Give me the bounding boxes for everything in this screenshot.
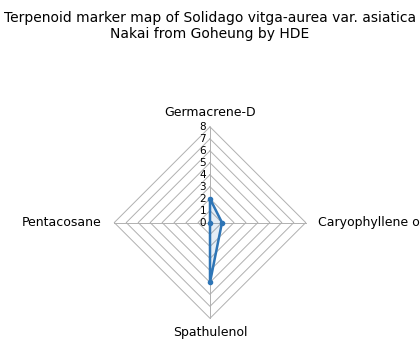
Text: 7: 7 (200, 134, 206, 144)
Text: 1: 1 (200, 206, 206, 216)
Text: 5: 5 (200, 158, 206, 168)
Text: Pentacosane: Pentacosane (22, 216, 102, 229)
Text: 3: 3 (200, 182, 206, 192)
Text: 8: 8 (200, 122, 206, 132)
Text: Spathulenol: Spathulenol (173, 326, 247, 339)
Text: 0: 0 (200, 218, 206, 228)
Text: 4: 4 (200, 170, 206, 180)
Text: Terpenoid marker map of Solidago vitga-aurea var. asiatica
Nakai from Goheung by: Terpenoid marker map of Solidago vitga-a… (4, 11, 416, 41)
Text: 2: 2 (200, 194, 206, 204)
Text: Germacrene-D: Germacrene-D (164, 106, 256, 120)
Polygon shape (210, 199, 222, 283)
Text: 6: 6 (200, 146, 206, 156)
Text: Caryophyllene oxide: Caryophyllene oxide (318, 216, 420, 229)
